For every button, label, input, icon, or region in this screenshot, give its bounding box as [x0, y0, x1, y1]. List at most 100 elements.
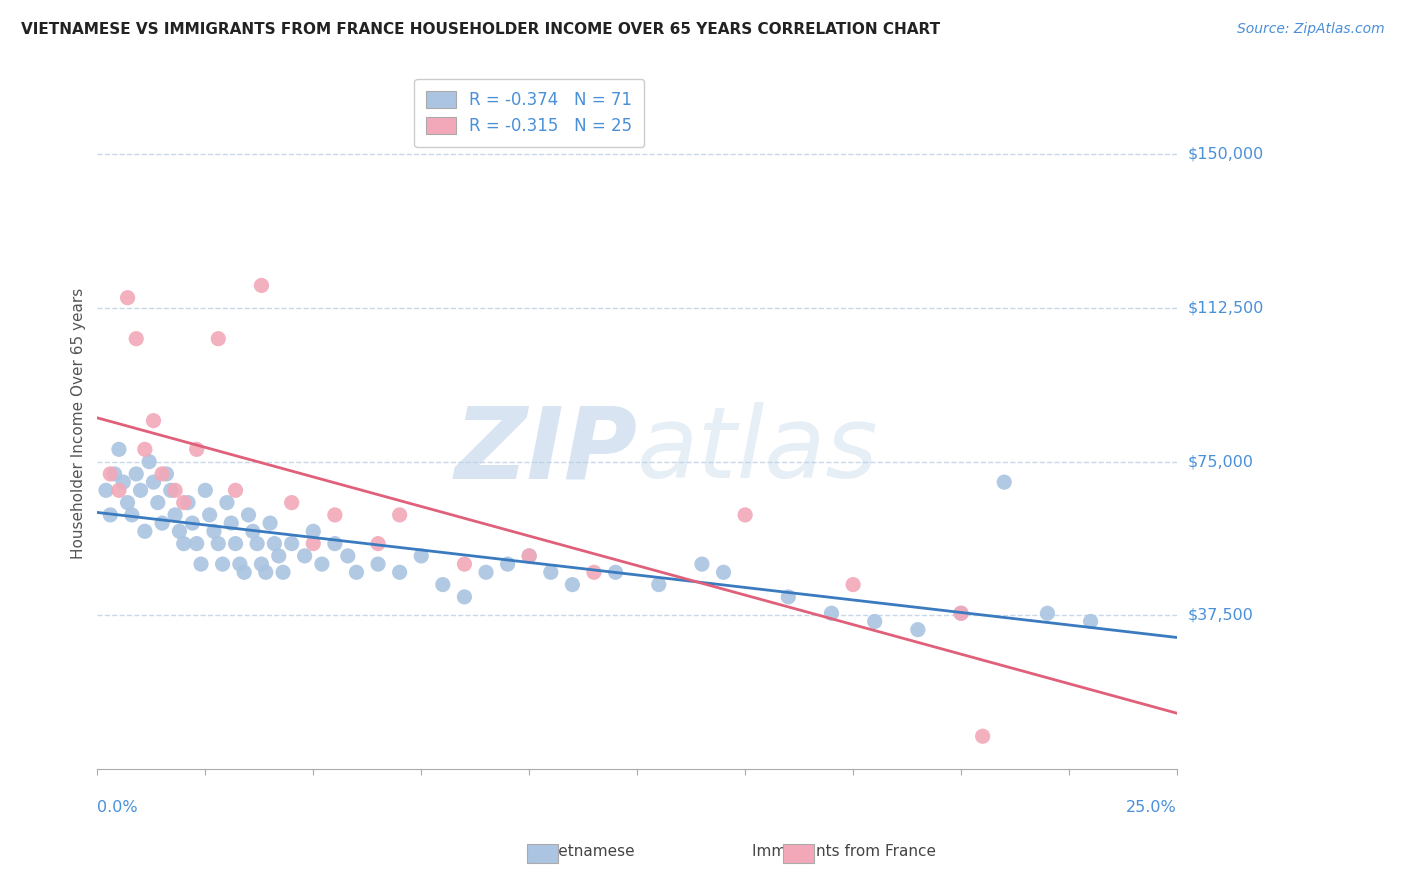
- Point: [129, 483, 152, 498]
- Point: [146, 495, 169, 509]
- Point: [186, 442, 208, 457]
- Point: [207, 536, 229, 550]
- Point: [104, 467, 127, 481]
- Point: [173, 536, 195, 550]
- Point: [186, 536, 208, 550]
- Point: [561, 577, 583, 591]
- Point: [202, 524, 225, 539]
- Point: [233, 566, 256, 580]
- Point: [211, 557, 233, 571]
- Point: [863, 615, 886, 629]
- Point: [336, 549, 359, 563]
- Point: [134, 442, 156, 457]
- Point: [267, 549, 290, 563]
- Point: [250, 557, 273, 571]
- Point: [207, 332, 229, 346]
- Point: [177, 495, 200, 509]
- Point: [346, 566, 368, 580]
- Point: [1080, 615, 1102, 629]
- Point: [820, 607, 842, 621]
- Point: [842, 577, 865, 591]
- Point: [388, 566, 411, 580]
- Text: VIETNAMESE VS IMMIGRANTS FROM FRANCE HOUSEHOLDER INCOME OVER 65 YEARS CORRELATIO: VIETNAMESE VS IMMIGRANTS FROM FRANCE HOU…: [21, 22, 941, 37]
- Point: [150, 516, 173, 530]
- Point: [121, 508, 143, 522]
- Point: [254, 566, 277, 580]
- Point: [517, 549, 540, 563]
- Point: [950, 607, 973, 621]
- Point: [138, 455, 160, 469]
- Point: [165, 508, 187, 522]
- Y-axis label: Householder Income Over 65 years: Householder Income Over 65 years: [72, 287, 86, 559]
- Point: [271, 566, 294, 580]
- Point: [150, 467, 173, 481]
- Point: [411, 549, 433, 563]
- Point: [496, 557, 519, 571]
- Legend: R = -0.374   N = 71, R = -0.315   N = 25: R = -0.374 N = 71, R = -0.315 N = 25: [415, 78, 644, 147]
- Point: [219, 516, 242, 530]
- Point: [155, 467, 177, 481]
- Point: [125, 467, 148, 481]
- Point: [302, 536, 325, 550]
- Text: 0.0%: 0.0%: [97, 799, 138, 814]
- Point: [117, 495, 139, 509]
- Point: [134, 524, 156, 539]
- Text: $75,000: $75,000: [1188, 454, 1254, 469]
- Point: [713, 566, 735, 580]
- Point: [517, 549, 540, 563]
- Point: [259, 516, 281, 530]
- Point: [972, 729, 994, 743]
- Point: [993, 475, 1015, 490]
- Point: [582, 566, 605, 580]
- Point: [108, 483, 131, 498]
- Point: [225, 536, 247, 550]
- Text: Vietnamese: Vietnamese: [546, 845, 636, 859]
- Point: [907, 623, 929, 637]
- Text: Source: ZipAtlas.com: Source: ZipAtlas.com: [1237, 22, 1385, 37]
- Point: [108, 442, 131, 457]
- Point: [173, 495, 195, 509]
- Point: [690, 557, 713, 571]
- Point: [540, 566, 562, 580]
- Point: [388, 508, 411, 522]
- Point: [294, 549, 316, 563]
- Point: [181, 516, 204, 530]
- Point: [215, 495, 238, 509]
- Point: [246, 536, 269, 550]
- Text: ZIP: ZIP: [454, 402, 637, 500]
- Point: [648, 577, 671, 591]
- Point: [242, 524, 264, 539]
- Point: [323, 508, 346, 522]
- Point: [98, 508, 121, 522]
- Text: Immigrants from France: Immigrants from France: [752, 845, 935, 859]
- Point: [117, 291, 139, 305]
- Point: [125, 332, 148, 346]
- Point: [1036, 607, 1059, 621]
- Text: $112,500: $112,500: [1188, 301, 1264, 316]
- Point: [605, 566, 627, 580]
- Point: [194, 483, 217, 498]
- Point: [229, 557, 252, 571]
- Point: [323, 536, 346, 550]
- Text: $150,000: $150,000: [1188, 147, 1264, 161]
- Point: [302, 524, 325, 539]
- Point: [250, 278, 273, 293]
- Point: [142, 414, 165, 428]
- Point: [734, 508, 756, 522]
- Point: [453, 590, 475, 604]
- Point: [311, 557, 333, 571]
- Text: $37,500: $37,500: [1188, 607, 1254, 623]
- Text: 25.0%: 25.0%: [1126, 799, 1177, 814]
- Point: [453, 557, 475, 571]
- Point: [165, 483, 187, 498]
- Point: [159, 483, 181, 498]
- Point: [198, 508, 221, 522]
- Point: [94, 483, 117, 498]
- Point: [367, 536, 389, 550]
- Point: [169, 524, 191, 539]
- Point: [112, 475, 135, 490]
- Point: [475, 566, 498, 580]
- Text: atlas: atlas: [637, 402, 879, 500]
- Point: [142, 475, 165, 490]
- Point: [98, 467, 121, 481]
